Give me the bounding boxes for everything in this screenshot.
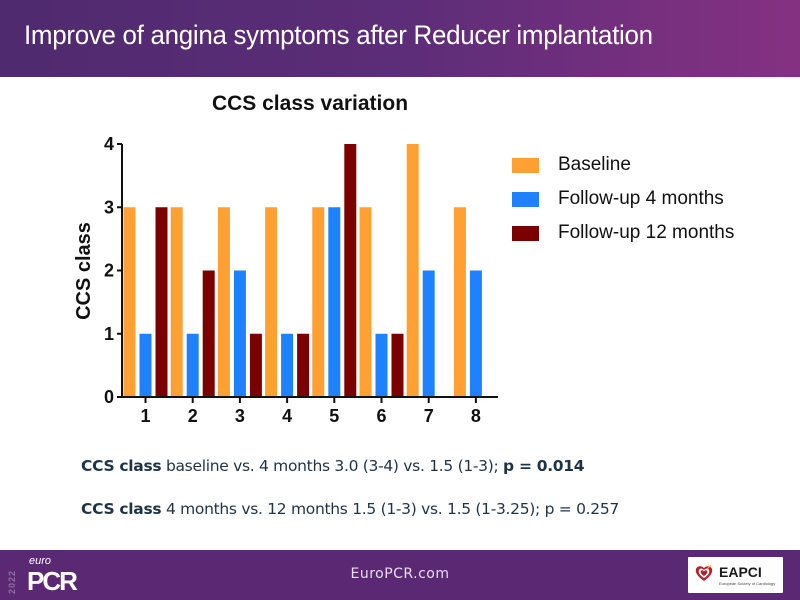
x-tick-label: 2 — [188, 406, 198, 426]
bars-group — [123, 144, 482, 397]
bar-chart: 0 1 2 3 4 1 2 3 4 5 6 7 8 CCS class — [73, 134, 498, 426]
y-tick-label: 2 — [104, 261, 114, 281]
logo-euro: euro — [29, 555, 52, 567]
bar-follow-up-4-months-2 — [186, 333, 199, 397]
logo-pcr: PCR — [27, 566, 78, 596]
bar-follow-up-4-months-7 — [422, 270, 435, 397]
legend-swatch-followup-12 — [512, 225, 539, 241]
bar-baseline-5 — [312, 207, 325, 397]
bar-baseline-1 — [123, 207, 136, 397]
legend-swatch-followup-4 — [512, 191, 539, 207]
footer-url[interactable]: EuroPCR.com — [350, 566, 450, 582]
stats-pvalue: p = 0.014 — [503, 457, 585, 475]
x-tick-label: 3 — [235, 406, 245, 426]
slide-footer: 2022 euro PCR EuroPCR.com EAPCI European… — [0, 550, 800, 600]
bar-follow-up-4-months-8 — [469, 270, 482, 397]
bar-follow-up-12-months-2 — [202, 270, 215, 397]
bar-follow-up-12-months-5 — [344, 144, 357, 397]
bar-baseline-4 — [265, 207, 278, 397]
stats-label: CCS class — [81, 457, 162, 475]
bar-baseline-2 — [170, 207, 183, 397]
stats-line-2: CCS class 4 months vs. 12 months 1.5 (1-… — [81, 500, 619, 518]
bar-follow-up-4-months-3 — [233, 270, 246, 397]
chart-title: CCS class variation — [211, 92, 409, 115]
bar-follow-up-12-months-1 — [155, 207, 168, 397]
chart-legend: Baseline Follow-up 4 months Follow-up 12… — [512, 148, 734, 250]
bar-follow-up-4-months-1 — [139, 333, 152, 397]
esc-subtitle: European Society of Cardiology — [719, 581, 776, 586]
y-tick-label: 1 — [104, 324, 114, 344]
bar-baseline-8 — [453, 207, 466, 397]
bar-follow-up-4-months-5 — [328, 207, 341, 397]
bar-baseline-7 — [406, 144, 419, 397]
slide-title: Improve of angina symptoms after Reducer… — [24, 20, 653, 50]
y-tick-label: 0 — [104, 387, 114, 407]
eapci-name: EAPCI — [719, 564, 762, 580]
bar-follow-up-12-months-6 — [391, 333, 404, 397]
legend-item-followup-12: Follow-up 12 months — [512, 216, 734, 250]
europcr-logo: 2022 euro PCR — [7, 554, 87, 596]
eapci-logo: EAPCI European Society of Cardiology — [688, 557, 783, 593]
legend-label: Follow-up 12 months — [558, 222, 735, 243]
y-tick-label: 3 — [104, 197, 114, 217]
bar-baseline-3 — [217, 207, 230, 397]
stats-text: baseline vs. 4 months 3.0 (3-4) vs. 1.5 … — [161, 457, 504, 475]
bar-follow-up-12-months-4 — [297, 333, 310, 397]
bar-follow-up-12-months-3 — [249, 333, 262, 397]
stats-text: 4 months vs. 12 months 1.5 (1-3) vs. 1.5… — [161, 500, 619, 518]
bar-follow-up-4-months-4 — [281, 333, 294, 397]
legend-label: Follow-up 4 months — [558, 188, 724, 209]
legend-item-followup-4: Follow-up 4 months — [512, 182, 734, 216]
x-tick-label: 1 — [140, 406, 150, 426]
x-tick-label: 6 — [376, 406, 386, 426]
legend-swatch-baseline — [512, 157, 539, 173]
legend-item-baseline: Baseline — [512, 148, 734, 182]
bar-baseline-6 — [359, 207, 372, 397]
x-tick-label: 8 — [471, 406, 481, 426]
slide-header: Improve of angina symptoms after Reducer… — [0, 0, 800, 77]
axes-group: 0 1 2 3 4 1 2 3 4 5 6 7 8 — [104, 134, 498, 426]
stats-line-1: CCS class baseline vs. 4 months 3.0 (3-4… — [81, 457, 585, 475]
bar-follow-up-4-months-6 — [375, 333, 388, 397]
y-tick-label: 4 — [104, 134, 114, 154]
x-tick-label: 7 — [424, 406, 434, 426]
heart-icon — [695, 564, 713, 581]
legend-label: Baseline — [558, 154, 631, 175]
x-tick-label: 4 — [282, 406, 292, 426]
stats-label: CCS class — [81, 500, 162, 518]
y-axis-label: CCS class — [73, 222, 95, 320]
x-tick-label: 5 — [329, 406, 339, 426]
